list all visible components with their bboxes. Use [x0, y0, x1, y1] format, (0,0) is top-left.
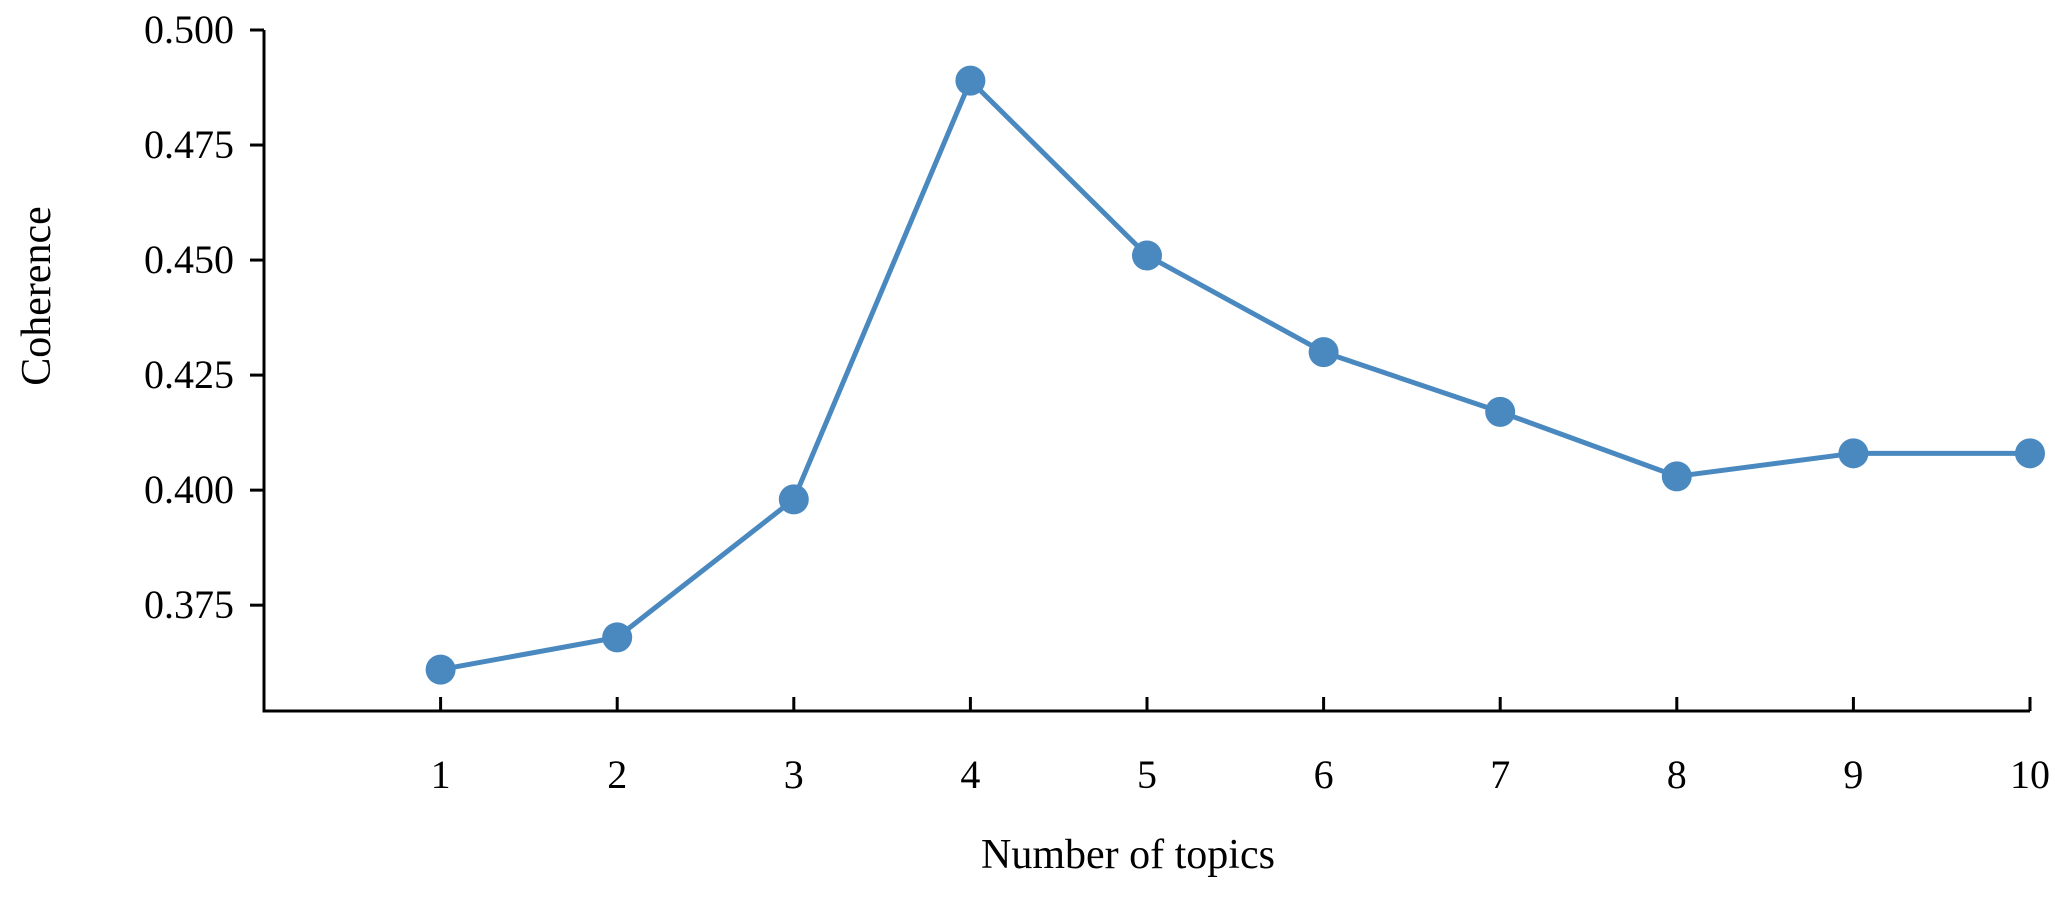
x-tick-label: 4 [960, 752, 980, 797]
x-tick-label: 2 [607, 752, 627, 797]
y-axis-title: Coherence [14, 206, 60, 386]
axes [262, 30, 2030, 713]
series-line [440, 78, 2030, 673]
y-tick-label: 0.500 [144, 7, 234, 52]
y-tick-label: 0.475 [144, 122, 234, 167]
data-point [1661, 461, 1692, 492]
y-tick-label: 0.375 [144, 582, 234, 627]
y-tick-label: 0.400 [144, 467, 234, 512]
x-tick-label: 6 [1314, 752, 1334, 797]
x-tick-label: 8 [1667, 752, 1687, 797]
x-tick-label: 9 [1843, 752, 1863, 797]
data-point [1485, 396, 1516, 427]
data-point [1132, 240, 1162, 271]
data-point [955, 65, 986, 96]
data-point [2015, 438, 2045, 469]
series-group [425, 65, 2045, 685]
x-tick-label: 5 [1137, 752, 1157, 797]
y-tick-label: 0.425 [144, 352, 234, 397]
x-tick-label: 3 [784, 752, 804, 797]
x-axis-ticks: 1 2 3 4 5 6 7 8 9 10 [431, 697, 2050, 797]
x-tick-label: 10 [2010, 752, 2050, 797]
y-axis-ticks: 0.375 0.400 0.425 0.450 0.475 0.500 [144, 7, 264, 627]
data-point [1838, 438, 1869, 469]
x-tick-label: 1 [431, 752, 451, 797]
data-point [602, 622, 633, 653]
data-point [425, 654, 456, 685]
x-tick-label: 7 [1490, 752, 1510, 797]
data-point [778, 484, 809, 515]
data-point [1308, 337, 1339, 368]
y-tick-label: 0.450 [144, 237, 234, 282]
x-axis-title: Number of topics [981, 832, 1275, 878]
